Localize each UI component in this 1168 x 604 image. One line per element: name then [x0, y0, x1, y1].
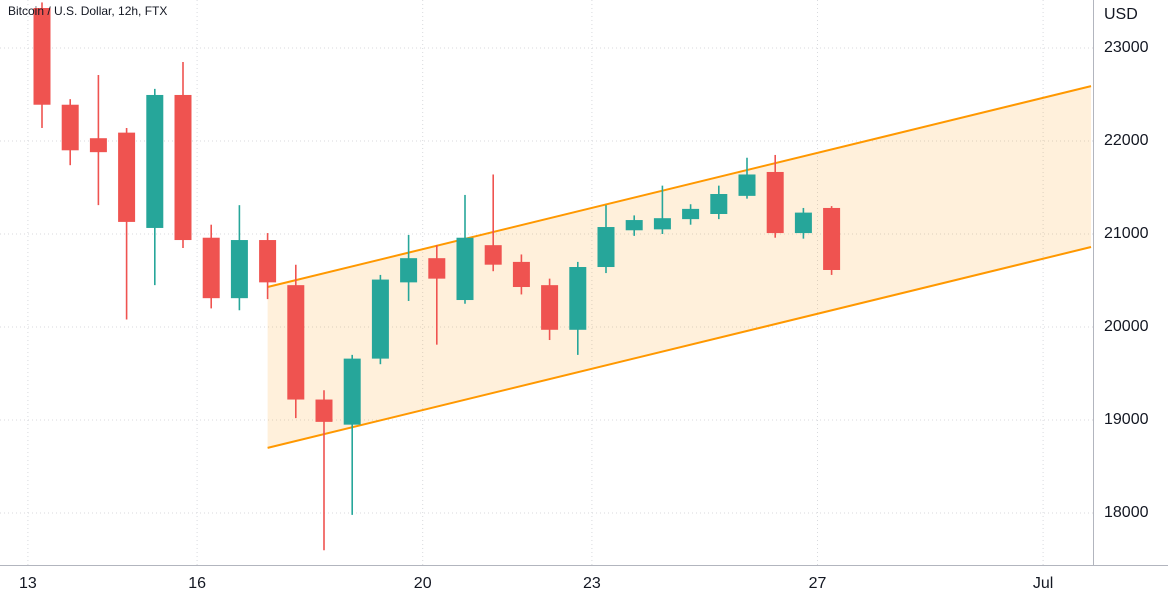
candle-body	[89, 138, 107, 153]
time-tick-label: 20	[413, 575, 432, 592]
time-tick-label: 16	[188, 575, 206, 592]
candle-body	[766, 171, 784, 234]
price-tick-label: 22000	[1104, 132, 1149, 149]
candle-body	[682, 208, 700, 220]
time-tick-label: 27	[808, 575, 827, 592]
candle	[794, 207, 812, 239]
candle	[287, 264, 305, 419]
candle-body	[653, 218, 671, 230]
candle	[541, 278, 559, 341]
candle-body	[823, 207, 841, 270]
candle	[33, 2, 51, 128]
candle	[653, 185, 671, 234]
candle-body	[343, 358, 361, 425]
price-axis[interactable]: USD 23000 22000 21000 20000 19000 18000	[1093, 0, 1168, 565]
candle	[512, 254, 530, 295]
symbol-legend[interactable]: Bitcoin / U.S. Dollar, 12h, FTX	[8, 4, 167, 18]
candle-body	[428, 258, 446, 279]
candle-body	[597, 227, 615, 268]
channel-lower-line[interactable]	[267, 246, 1092, 449]
candle	[766, 154, 784, 238]
price-axis-currency-label: USD	[1104, 6, 1138, 23]
symbol-legend-text: Bitcoin / U.S. Dollar, 12h, FTX	[8, 4, 168, 18]
candle-body	[287, 285, 305, 400]
candle-body	[541, 285, 559, 330]
candle	[456, 194, 474, 304]
channel-upper-line[interactable]	[267, 85, 1092, 288]
candle-body	[259, 240, 277, 283]
time-axis[interactable]: 13 16 20 23 27 Jul	[0, 565, 1168, 604]
price-tick-label: 18000	[1104, 504, 1149, 521]
candle	[569, 261, 587, 355]
candle-body	[202, 237, 220, 299]
candle-body	[33, 8, 51, 105]
price-tick-label: 21000	[1104, 225, 1149, 242]
time-tick-label: Jul	[1032, 575, 1054, 592]
candle	[710, 185, 728, 220]
candle	[371, 274, 389, 365]
candle-body	[512, 261, 530, 288]
candle-body	[484, 245, 502, 265]
time-tick-label: 23	[582, 575, 601, 592]
channel-fill	[267, 86, 1092, 448]
price-tick-label: 20000	[1104, 318, 1149, 335]
candle	[146, 88, 164, 286]
candle	[343, 354, 361, 515]
candle	[625, 215, 643, 236]
candle-body	[174, 94, 192, 241]
candle	[315, 390, 333, 551]
candle-body	[710, 194, 728, 215]
candle	[230, 205, 248, 311]
candle	[823, 206, 841, 275]
candle-body	[146, 94, 164, 228]
time-tick-label: 13	[18, 575, 37, 592]
candle	[259, 233, 277, 300]
candle	[682, 204, 700, 225]
price-tick-label: 19000	[1104, 411, 1149, 428]
candle-body	[625, 220, 643, 231]
price-tick-label: 23000	[1104, 39, 1149, 56]
candle-body	[569, 267, 587, 330]
candle	[61, 99, 79, 166]
candle-body	[61, 104, 79, 151]
candle	[428, 245, 446, 345]
candle-body	[456, 237, 474, 301]
candle-body	[371, 279, 389, 359]
candle-body	[230, 240, 248, 299]
candle	[118, 127, 136, 320]
candle	[89, 74, 107, 206]
candle-body	[118, 132, 136, 222]
chart-pane[interactable]	[0, 0, 1093, 565]
candle	[738, 157, 756, 199]
candle	[174, 61, 192, 248]
candle-body	[315, 399, 333, 422]
candle-body	[400, 258, 418, 283]
candle	[597, 205, 615, 274]
candle	[484, 174, 502, 272]
candle	[202, 224, 220, 309]
candle-body	[794, 212, 812, 234]
candle	[400, 234, 418, 301]
candle-body	[738, 174, 756, 196]
